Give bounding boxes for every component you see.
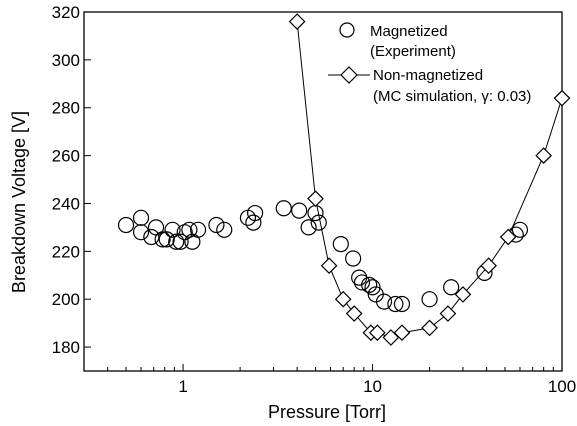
data-point-circle bbox=[364, 279, 381, 296]
data-point-diamond bbox=[382, 329, 400, 346]
x-axis-label: Pressure [Torr] bbox=[268, 402, 386, 422]
plot-area bbox=[83, 11, 563, 372]
data-point-diamond bbox=[334, 290, 352, 308]
data-point-diamond bbox=[307, 190, 324, 208]
legend: Magnetized (Experiment) Non-magnetized (… bbox=[328, 22, 531, 105]
data-point-circle bbox=[307, 204, 324, 222]
data-point-circle bbox=[132, 224, 150, 241]
legend-diamond-marker bbox=[340, 66, 358, 84]
x-axis-ticks: 1 10 100 bbox=[83, 364, 576, 396]
y-tick-label: 300 bbox=[52, 51, 80, 70]
series-layer bbox=[117, 13, 571, 346]
data-point-circle bbox=[143, 228, 160, 246]
series-non-magnetized bbox=[288, 13, 571, 346]
data-point-circle bbox=[247, 204, 264, 222]
y-tick-label: 280 bbox=[52, 99, 80, 118]
data-point-circle bbox=[189, 221, 207, 238]
y-tick-label: 200 bbox=[52, 290, 80, 309]
data-point-circle bbox=[393, 295, 411, 313]
data-point-circle bbox=[443, 279, 460, 296]
data-point-circle bbox=[353, 274, 371, 291]
data-point-diamond bbox=[368, 324, 386, 342]
plot-frame bbox=[83, 11, 563, 372]
legend-circle-marker bbox=[339, 22, 355, 38]
data-point-circle bbox=[154, 231, 171, 248]
data-point-diamond bbox=[535, 147, 552, 164]
data-point-diamond bbox=[480, 257, 497, 275]
data-point-circle bbox=[511, 221, 529, 238]
data-point-circle bbox=[375, 293, 393, 310]
data-point-circle bbox=[291, 202, 308, 219]
y-tick-label: 260 bbox=[52, 147, 80, 166]
data-point-circle bbox=[132, 209, 150, 226]
data-point-circle bbox=[387, 295, 404, 313]
data-point-circle bbox=[181, 221, 198, 238]
data-point-circle bbox=[117, 216, 135, 234]
data-point-diamond bbox=[454, 286, 472, 303]
y-axis-ticks: 180 200 220 240 260 280 300 320 bbox=[52, 3, 91, 357]
data-point-diamond bbox=[320, 257, 338, 275]
x-tick-label: 100 bbox=[548, 377, 576, 396]
data-point-circle bbox=[158, 231, 175, 248]
data-point-circle bbox=[421, 291, 438, 308]
legend-note-magnetized: (Experiment) bbox=[370, 43, 456, 60]
data-point-circle bbox=[172, 233, 189, 250]
data-point-diamond bbox=[421, 319, 438, 337]
y-tick-label: 180 bbox=[52, 338, 80, 357]
data-point-diamond bbox=[439, 305, 457, 322]
data-point-circle bbox=[332, 236, 349, 253]
legend-label-magnetized: Magnetized bbox=[370, 23, 448, 40]
y-tick-label: 240 bbox=[52, 194, 80, 213]
x-tick-label: 1 bbox=[178, 377, 187, 396]
data-point-circle bbox=[275, 200, 292, 217]
data-point-diamond bbox=[553, 89, 571, 107]
data-point-circle bbox=[345, 250, 362, 267]
data-point-circle bbox=[361, 276, 378, 293]
y-tick-label: 320 bbox=[52, 3, 80, 22]
data-point-diamond bbox=[393, 324, 411, 342]
data-point-circle bbox=[208, 216, 225, 234]
data-point-circle bbox=[164, 221, 181, 238]
data-point-circle bbox=[245, 214, 262, 231]
data-point-circle bbox=[310, 214, 327, 231]
data-point-diamond bbox=[288, 13, 306, 30]
y-tick-label: 220 bbox=[52, 242, 80, 261]
data-point-circle bbox=[168, 233, 185, 250]
data-point-diamond bbox=[499, 228, 517, 246]
data-point-circle bbox=[300, 219, 317, 236]
legend-label-non-magnetized: Non-magnetized bbox=[373, 67, 483, 84]
legend-note-non-magnetized: (MC simulation, γ: 0.03) bbox=[373, 88, 531, 105]
x-tick-label: 10 bbox=[363, 377, 382, 396]
data-point-diamond bbox=[345, 305, 363, 322]
data-point-circle bbox=[216, 221, 233, 238]
data-point-circle bbox=[351, 269, 368, 286]
data-point-circle bbox=[147, 219, 165, 236]
y-axis-label: Breakdown Voltage [V] bbox=[9, 111, 29, 293]
